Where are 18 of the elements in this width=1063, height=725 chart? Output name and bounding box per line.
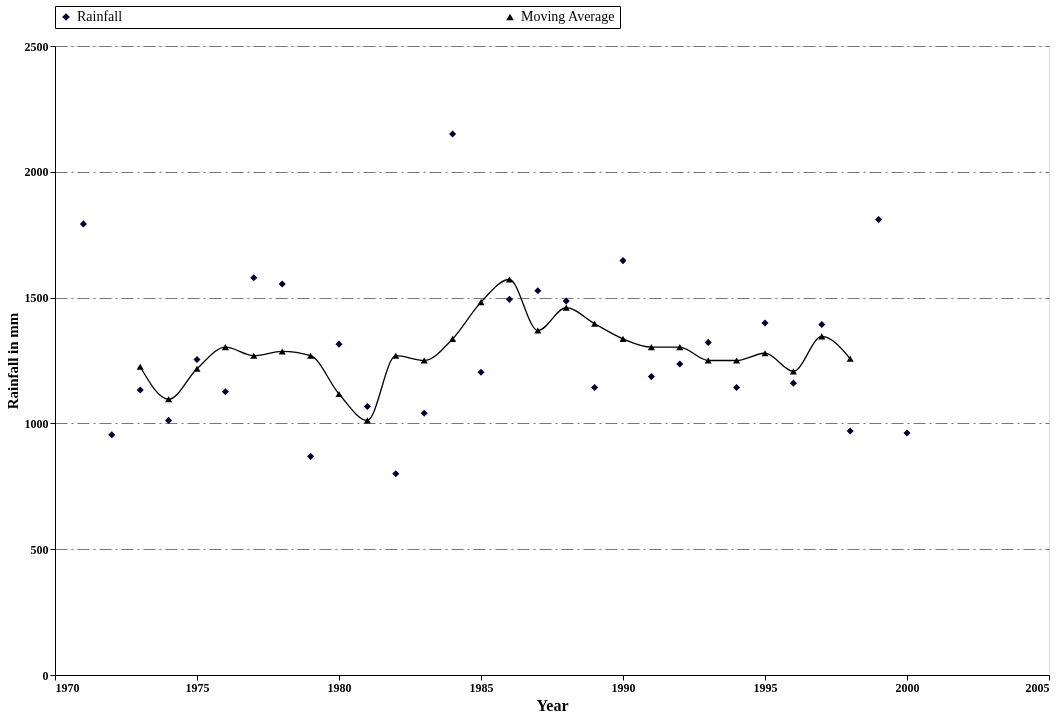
x-tick-label: 1985 <box>469 680 494 695</box>
x-tick-label: 1975 <box>185 680 210 695</box>
x-tick-label: 2000 <box>895 680 920 695</box>
y-tick-label: 0 <box>42 668 49 683</box>
x-tick-label: 2005 <box>1025 680 1050 695</box>
y-tick-label: 500 <box>30 542 49 557</box>
x-tick-label: 1970 <box>55 680 80 695</box>
y-tick-label: 1500 <box>24 291 49 306</box>
y-tick-label: 1000 <box>24 416 49 431</box>
x-tick-label: 1980 <box>327 680 352 695</box>
y-tick-label: 2500 <box>24 39 49 54</box>
legend-label: Moving Average <box>521 9 615 24</box>
y-axis-title: Rainfall in mm <box>4 312 21 410</box>
y-tick-label: 2000 <box>24 165 49 180</box>
legend-label: Rainfall <box>77 9 123 24</box>
x-tick-label: 1990 <box>611 680 636 695</box>
x-axis-title: Year <box>536 696 569 714</box>
x-tick-label: 1995 <box>753 680 778 695</box>
